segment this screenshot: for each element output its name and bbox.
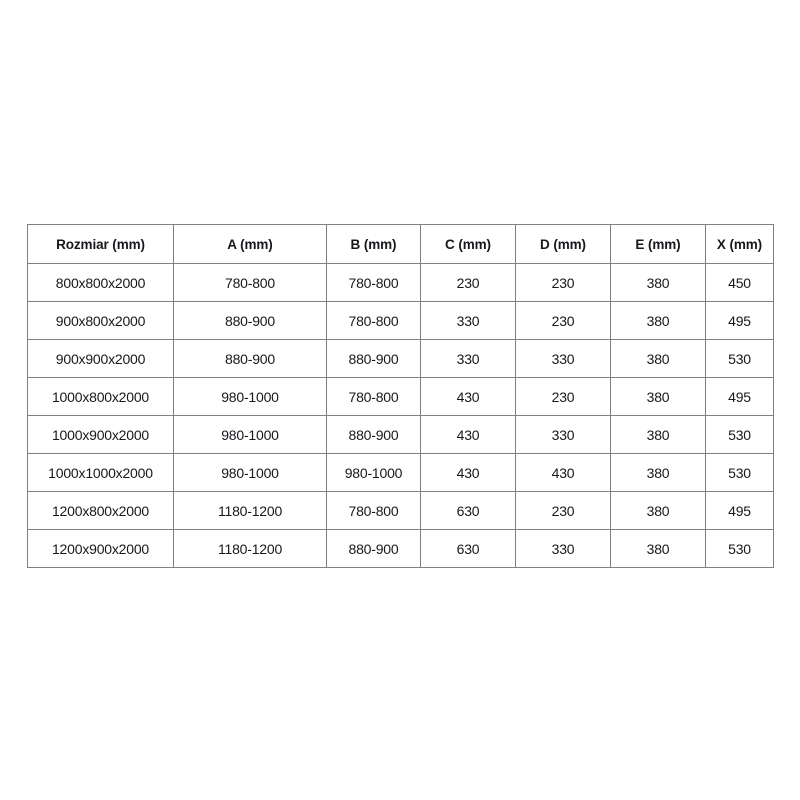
column-header-c: C (mm)	[420, 224, 516, 264]
cell-d: 430	[515, 453, 611, 492]
cell-d: 330	[515, 339, 611, 378]
cell-a: 780-800	[173, 263, 327, 302]
cell-e: 380	[610, 377, 706, 416]
column-header-a: A (mm)	[173, 224, 327, 264]
table-row: 900x900x2000 880-900 880-900 330 330 380…	[27, 339, 774, 378]
cell-a: 880-900	[173, 339, 327, 378]
cell-x: 495	[705, 301, 774, 340]
cell-a: 880-900	[173, 301, 327, 340]
cell-b: 780-800	[326, 263, 421, 302]
cell-a: 1180-1200	[173, 529, 327, 568]
cell-e: 380	[610, 491, 706, 530]
cell-d: 330	[515, 529, 611, 568]
cell-e: 380	[610, 453, 706, 492]
cell-a: 980-1000	[173, 415, 327, 454]
cell-d: 330	[515, 415, 611, 454]
cell-x: 450	[705, 263, 774, 302]
cell-b: 780-800	[326, 301, 421, 340]
table-row: 1200x900x2000 1180-1200 880-900 630 330 …	[27, 529, 774, 568]
column-header-d: D (mm)	[515, 224, 611, 264]
cell-d: 230	[515, 377, 611, 416]
table-row: 1000x800x2000 980-1000 780-800 430 230 3…	[27, 377, 774, 416]
cell-a: 980-1000	[173, 453, 327, 492]
table-row: 1000x900x2000 980-1000 880-900 430 330 3…	[27, 415, 774, 454]
cell-a: 1180-1200	[173, 491, 327, 530]
cell-x: 530	[705, 529, 774, 568]
cell-c: 630	[420, 491, 516, 530]
cell-c: 430	[420, 377, 516, 416]
table-row: 900x800x2000 880-900 780-800 330 230 380…	[27, 301, 774, 340]
cell-b: 880-900	[326, 529, 421, 568]
cell-size: 1200x800x2000	[27, 491, 174, 530]
cell-x: 530	[705, 415, 774, 454]
table-row: 1000x1000x2000 980-1000 980-1000 430 430…	[27, 453, 774, 492]
table-header: Rozmiar (mm) A (mm) B (mm) C (mm) D (mm)…	[27, 224, 774, 264]
cell-e: 380	[610, 415, 706, 454]
cell-c: 230	[420, 263, 516, 302]
column-header-size: Rozmiar (mm)	[27, 224, 174, 264]
cell-b: 780-800	[326, 491, 421, 530]
cell-e: 380	[610, 529, 706, 568]
cell-x: 530	[705, 453, 774, 492]
cell-size: 900x800x2000	[27, 301, 174, 340]
column-header-x: X (mm)	[705, 224, 774, 264]
cell-c: 330	[420, 301, 516, 340]
cell-d: 230	[515, 263, 611, 302]
dimensions-table: Rozmiar (mm) A (mm) B (mm) C (mm) D (mm)…	[27, 224, 774, 568]
cell-size: 800x800x2000	[27, 263, 174, 302]
cell-c: 330	[420, 339, 516, 378]
cell-e: 380	[610, 263, 706, 302]
cell-d: 230	[515, 301, 611, 340]
cell-x: 495	[705, 491, 774, 530]
column-header-e: E (mm)	[610, 224, 706, 264]
cell-x: 530	[705, 339, 774, 378]
table-body: 800x800x2000 780-800 780-800 230 230 380…	[27, 263, 774, 568]
cell-size: 1200x900x2000	[27, 529, 174, 568]
cell-x: 495	[705, 377, 774, 416]
cell-e: 380	[610, 301, 706, 340]
cell-b: 880-900	[326, 339, 421, 378]
cell-c: 430	[420, 415, 516, 454]
cell-c: 630	[420, 529, 516, 568]
cell-b: 880-900	[326, 415, 421, 454]
table-row: 800x800x2000 780-800 780-800 230 230 380…	[27, 263, 774, 302]
cell-size: 1000x900x2000	[27, 415, 174, 454]
dimensions-table-container: Rozmiar (mm) A (mm) B (mm) C (mm) D (mm)…	[27, 224, 774, 568]
cell-a: 980-1000	[173, 377, 327, 416]
cell-size: 1000x1000x2000	[27, 453, 174, 492]
column-header-b: B (mm)	[326, 224, 421, 264]
cell-size: 1000x800x2000	[27, 377, 174, 416]
table-row: 1200x800x2000 1180-1200 780-800 630 230 …	[27, 491, 774, 530]
cell-b: 780-800	[326, 377, 421, 416]
cell-b: 980-1000	[326, 453, 421, 492]
cell-d: 230	[515, 491, 611, 530]
cell-c: 430	[420, 453, 516, 492]
cell-size: 900x900x2000	[27, 339, 174, 378]
table-header-row: Rozmiar (mm) A (mm) B (mm) C (mm) D (mm)…	[27, 224, 774, 264]
cell-e: 380	[610, 339, 706, 378]
